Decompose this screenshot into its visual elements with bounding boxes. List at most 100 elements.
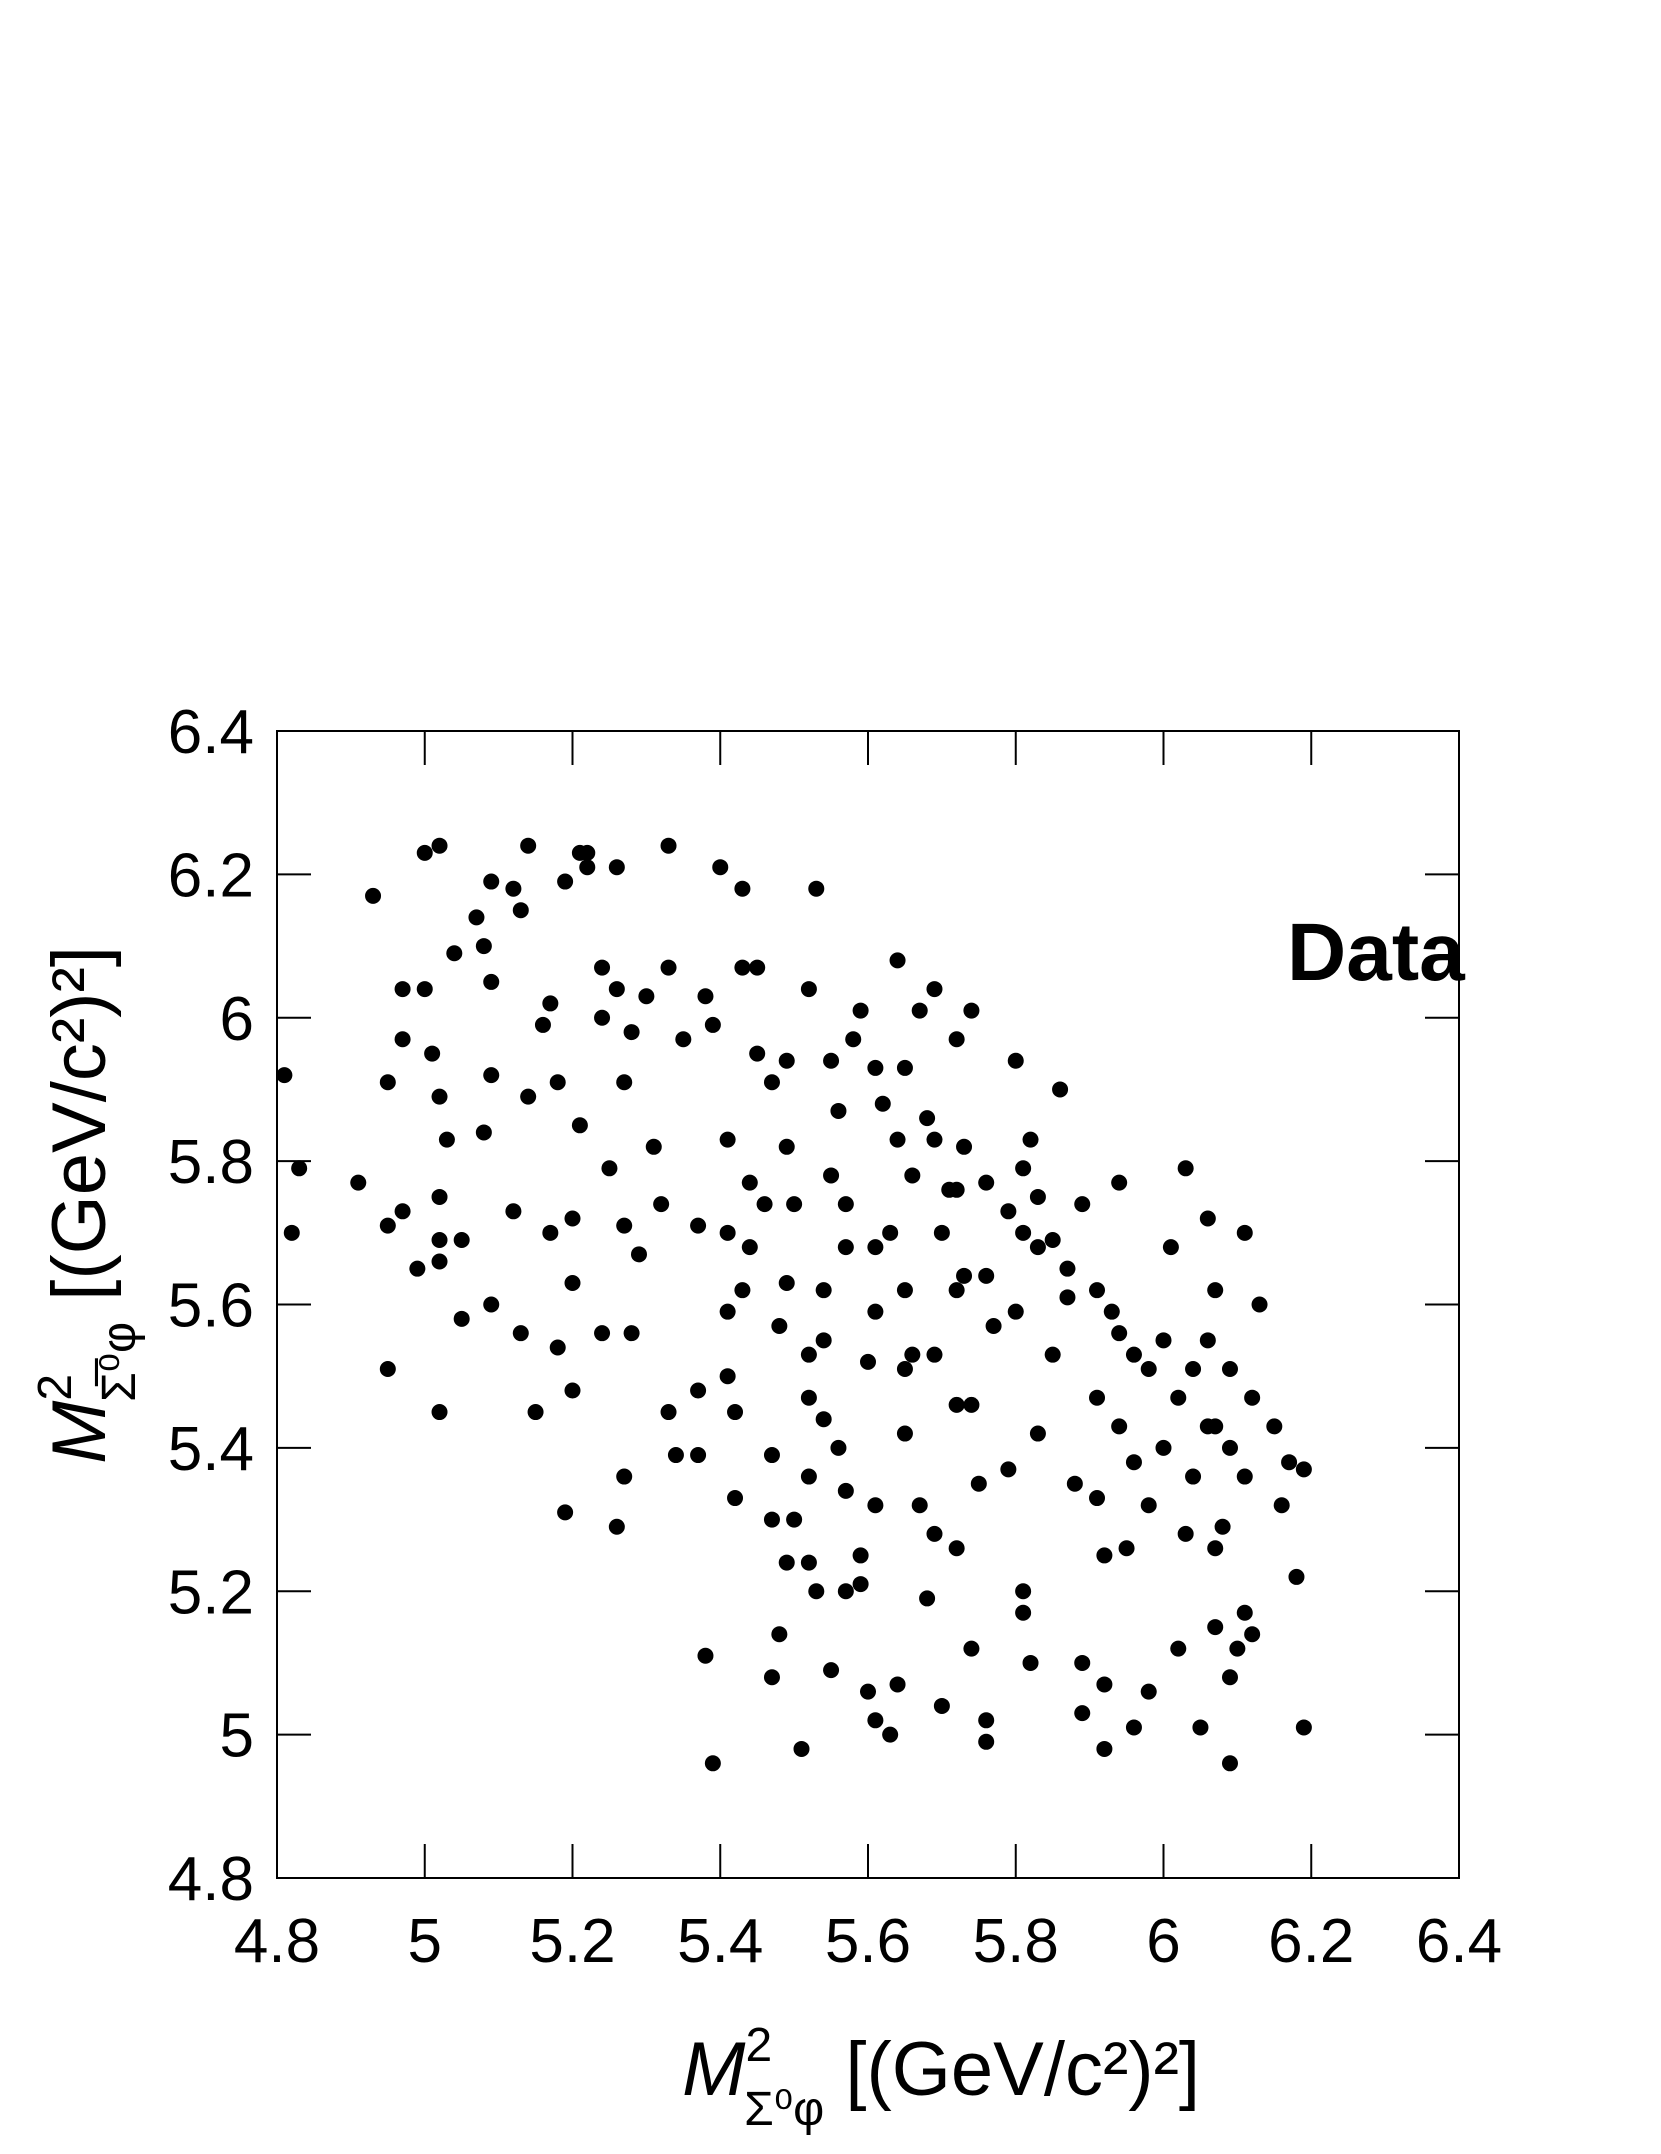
- point: [660, 1404, 677, 1421]
- point: [534, 1016, 551, 1033]
- point: [719, 1224, 736, 1241]
- point: [874, 1095, 891, 1112]
- point: [350, 1174, 367, 1191]
- point: [1236, 1224, 1253, 1241]
- point: [948, 1540, 965, 1557]
- point: [483, 873, 500, 890]
- point: [800, 981, 817, 998]
- point: [431, 1188, 448, 1205]
- point: [438, 1131, 455, 1148]
- point: [867, 1497, 884, 1514]
- x-tick-label: 6.2: [1268, 1907, 1354, 1976]
- point: [1059, 1289, 1076, 1306]
- point: [594, 1325, 611, 1342]
- y-tick-label: 5.8: [168, 1128, 254, 1197]
- x-axis-title: M2 Σ⁰φ [(GeV/c²)²]: [682, 2019, 1200, 2136]
- point: [483, 1067, 500, 1084]
- point: [1000, 1203, 1017, 1220]
- point: [1207, 1282, 1224, 1299]
- point: [1022, 1654, 1039, 1671]
- point: [1111, 1325, 1128, 1342]
- point: [623, 1024, 640, 1041]
- point: [379, 1074, 396, 1091]
- point: [660, 959, 677, 976]
- point: [889, 1131, 906, 1148]
- point: [763, 1074, 780, 1091]
- point: [542, 995, 559, 1012]
- point: [557, 1504, 574, 1521]
- point: [978, 1712, 995, 1729]
- point: [786, 1511, 803, 1528]
- point: [283, 1224, 300, 1241]
- point: [763, 1447, 780, 1464]
- y-title-main: M: [37, 1400, 122, 1464]
- point: [1029, 1425, 1046, 1442]
- point: [926, 1525, 943, 1542]
- point: [1155, 1332, 1172, 1349]
- point: [1170, 1640, 1187, 1657]
- point: [1162, 1239, 1179, 1256]
- point: [896, 1361, 913, 1378]
- point: [1074, 1654, 1091, 1671]
- point: [1029, 1239, 1046, 1256]
- point: [1288, 1568, 1305, 1585]
- point: [948, 1181, 965, 1198]
- point: [549, 1339, 566, 1356]
- point: [837, 1196, 854, 1213]
- point: [704, 1755, 721, 1772]
- point: [1103, 1303, 1120, 1320]
- point: [808, 880, 825, 897]
- point: [564, 1210, 581, 1227]
- point: [719, 1368, 736, 1385]
- point: [1140, 1497, 1157, 1514]
- point: [911, 1002, 928, 1019]
- point: [483, 973, 500, 990]
- point: [800, 1468, 817, 1485]
- point: [1096, 1676, 1113, 1693]
- point: [667, 1447, 684, 1464]
- point: [800, 1346, 817, 1363]
- point: [431, 837, 448, 854]
- point: [394, 1203, 411, 1220]
- point: [475, 1124, 492, 1141]
- point: [1074, 1196, 1091, 1213]
- point: [830, 1102, 847, 1119]
- point: [1052, 1081, 1069, 1098]
- point: [1096, 1547, 1113, 1564]
- point: [860, 1683, 876, 1700]
- point: [852, 1002, 869, 1019]
- point: [911, 1497, 928, 1514]
- point: [808, 1583, 825, 1600]
- point: [786, 1196, 803, 1213]
- point: [727, 1404, 744, 1421]
- point: [1266, 1418, 1283, 1435]
- point: [453, 1231, 470, 1248]
- plot-frame: [276, 730, 1460, 1879]
- point: [734, 959, 751, 976]
- point: [1015, 1604, 1032, 1621]
- point: [579, 844, 596, 861]
- point: [852, 1547, 869, 1564]
- point: [365, 887, 382, 904]
- point: [837, 1482, 854, 1499]
- point: [1007, 1052, 1024, 1069]
- y-tick-label: 5.2: [168, 1558, 254, 1627]
- point: [1199, 1418, 1216, 1435]
- point: [926, 1346, 943, 1363]
- y-tick-label: 5.6: [168, 1272, 254, 1341]
- x-tick-label: 5.2: [529, 1907, 615, 1976]
- point: [1214, 1518, 1231, 1535]
- point: [778, 1052, 795, 1069]
- x-tick-label: 6: [1146, 1907, 1180, 1976]
- point: [823, 1167, 840, 1184]
- point: [557, 873, 574, 890]
- x-tick-label: 5.8: [973, 1907, 1059, 1976]
- point: [697, 988, 714, 1005]
- point: [1074, 1705, 1091, 1722]
- point: [1111, 1174, 1128, 1191]
- point: [749, 1045, 766, 1062]
- point: [815, 1411, 832, 1428]
- point: [771, 1626, 788, 1643]
- point: [963, 1640, 980, 1657]
